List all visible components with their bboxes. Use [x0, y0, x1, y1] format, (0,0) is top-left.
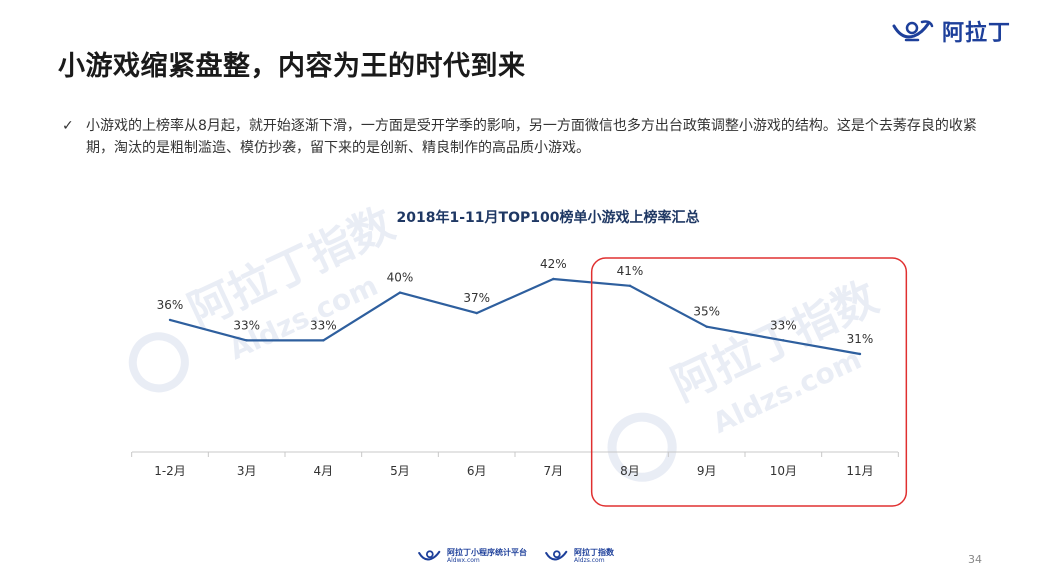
footer-logo-index: 阿拉丁指数 Aldzs.com: [545, 548, 614, 564]
x-tick-label: 5月: [390, 464, 410, 478]
data-label: 31%: [847, 332, 874, 346]
data-label: 40%: [387, 271, 414, 285]
footer-logo2-domain: Aldzs.com: [574, 557, 605, 564]
data-point: [475, 311, 478, 315]
data-label: 35%: [693, 305, 720, 319]
genie-lamp-icon: [418, 550, 441, 561]
footer-logos: 阿拉丁小程序统计平台 Aldwx.com 阿拉丁指数 Aldzs.com: [418, 548, 614, 564]
data-label: 37%: [463, 291, 490, 305]
footer-logo1-domain: Aldwx.com: [447, 557, 480, 564]
summary-text: 小游戏的上榜率从8月起，就开始逐渐下滑，一方面是受开学季的影响，另一方面微信也多…: [86, 118, 977, 156]
footer-logo-stats: 阿拉丁小程序统计平台 Aldwx.com: [418, 548, 527, 564]
data-point: [168, 318, 172, 322]
highlight-box: [590, 257, 908, 507]
page-number: 34: [968, 553, 982, 566]
data-label: 33%: [310, 318, 337, 332]
footer-logo2-name: 阿拉丁指数: [574, 548, 614, 557]
data-label: 41%: [617, 264, 644, 278]
data-point: [245, 339, 248, 342]
x-tick-label: 10月: [770, 464, 797, 478]
brand-logo: 阿拉丁: [892, 14, 1026, 48]
data-point: [782, 339, 785, 342]
data-point: [552, 277, 555, 281]
data-label: 42%: [540, 257, 567, 271]
x-tick-label: 8月: [620, 464, 640, 478]
x-tick-label: 4月: [314, 464, 334, 478]
checkmark-icon: ✓: [62, 118, 74, 134]
genie-lamp-icon: [892, 20, 934, 42]
data-point: [628, 284, 632, 288]
data-point: [322, 339, 325, 342]
x-tick-label: 1-2月: [154, 464, 186, 478]
data-label: 33%: [233, 318, 260, 332]
footer-logo1-name: 阿拉丁小程序统计平台: [447, 548, 527, 557]
data-label: 36%: [157, 298, 184, 312]
data-label: 33%: [770, 318, 797, 332]
summary-bullet: ✓ 小游戏的上榜率从8月起，就开始逐渐下滑，一方面是受开学季的影响，另一方面微信…: [62, 115, 982, 159]
chart-title: 2018年1-11月TOP100榜单小游戏上榜率汇总: [396, 210, 700, 226]
page-title: 小游戏缩紧盘整，内容为王的时代到来: [58, 51, 526, 82]
data-point: [705, 325, 708, 328]
data-point: [858, 352, 862, 356]
series-line: [169, 277, 861, 356]
x-tick-label: 9月: [697, 464, 717, 478]
x-tick-label: 11月: [846, 464, 873, 478]
data-point: [398, 291, 402, 294]
logo-text: 阿拉丁: [942, 21, 1012, 46]
x-tick-label: 7月: [544, 464, 564, 478]
x-tick-label: 3月: [237, 464, 257, 478]
x-tick-label: 6月: [467, 464, 487, 478]
genie-lamp-icon: [545, 550, 568, 561]
